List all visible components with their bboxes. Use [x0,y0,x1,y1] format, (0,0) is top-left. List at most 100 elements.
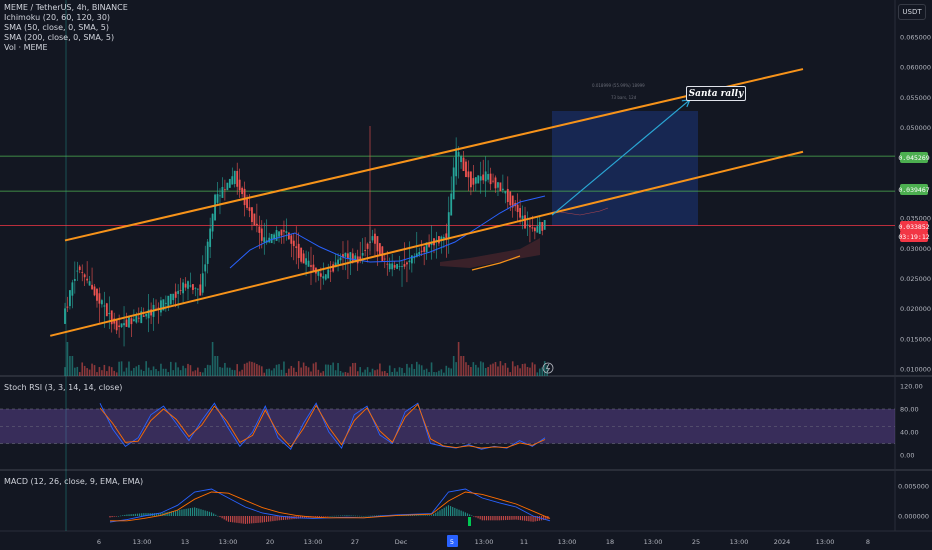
candle-body [329,270,332,272]
macd-histogram-bar [418,515,420,516]
candle-body [440,236,443,241]
macd-histogram-bar [272,516,274,522]
volume-bar [273,368,275,376]
lightning-icon[interactable] [542,362,554,374]
macd-histogram-bar [219,516,221,518]
volume-bar [384,371,386,376]
indicator-ichimoku[interactable]: Ichimoku (20, 60, 120, 30) [4,13,111,22]
macd-histogram-bar [339,515,342,517]
volume-bar [315,362,317,376]
stoch-rsi-title[interactable]: Stoch RSI (3, 3, 14, 14, close) [4,383,123,392]
volume-bar [379,363,381,376]
macd-histogram-bar [318,516,321,517]
volume-bar [349,366,352,376]
volume-bar [106,371,108,376]
macd-histogram-bar [433,514,435,516]
indicator-volume[interactable]: Vol · MEME [4,43,48,52]
candle-body [86,278,89,281]
volume-bar [182,365,184,376]
macd-histogram-bar [139,513,141,516]
volume-bar [543,361,546,376]
volume-bar [428,372,430,376]
macd-title[interactable]: MACD (12, 26, close, 9, EMA, EMA) [4,477,144,486]
volume-bar [81,362,84,376]
candle-body [142,315,145,317]
candle-body [344,252,347,257]
candle-body [349,252,352,262]
volume-bar [401,368,403,376]
macd-histogram-bar [359,515,361,517]
macd-histogram-bar [437,511,439,516]
macd-histogram-bar [479,516,481,520]
projection-arrow [551,99,691,216]
volume-bar [445,365,448,376]
volume-bar [248,361,251,376]
macd-histogram-bar [371,515,373,517]
candle-body [236,170,239,187]
volume-bar [536,372,539,376]
macd-histogram-bar [411,515,414,516]
macd-histogram-bar [477,516,479,519]
macd-histogram-bar [420,515,422,516]
volume-bar [487,367,489,376]
macd-histogram-bar [460,510,462,516]
volume-bar [529,367,531,376]
santa-rally-label[interactable]: Santa rally [686,86,746,101]
macd-histogram-bar [234,516,236,523]
volume-bar [440,369,443,376]
volume-bar [120,361,123,376]
macd-histogram-bar [416,515,418,516]
volume-bar [320,372,322,376]
macd-histogram-bar [405,515,407,516]
price-tick-label: 0.030000 [900,245,931,253]
macd-histogram-bar [289,516,291,520]
candle-body [76,270,79,272]
symbol-label[interactable]: MEME / TetherUS, 4h, BINANCE [4,3,128,12]
volume-bar [103,364,106,376]
candle-body [516,204,519,212]
volume-bar [167,372,170,376]
candle-body [179,290,182,291]
volume-bar [386,372,389,376]
macd-histogram-bar [348,515,350,516]
volume-bar [361,372,364,376]
indicator-sma50[interactable]: SMA (50, close, 0, SMA, 5) [4,23,109,32]
candle-body [324,274,327,280]
macd-histogram-bar [210,512,213,516]
volume-bar [509,372,512,376]
macd-histogram-bar [507,516,509,520]
candle-body [374,233,376,244]
volume-bar [342,372,344,376]
volume-bar [482,362,484,376]
volume-bar [243,363,246,376]
candle-body [470,171,472,188]
candle-body [164,302,167,304]
candle-body [317,269,320,276]
candle-body [327,269,330,279]
candle-body [125,319,128,327]
currency-button[interactable]: USDT [898,4,926,20]
candle-body [292,240,295,247]
volume-bar [265,369,268,376]
macd-histogram-bar [265,516,268,522]
macd-histogram-bar [274,516,276,521]
candle-body [415,253,418,258]
indicator-sma200[interactable]: SMA (200, close, 0, SMA, 5) [4,33,115,42]
volume-bar [135,366,138,376]
time-tick-label: 13:00 [816,538,835,546]
candle-body [172,293,175,301]
macd-histogram-bar [312,516,314,518]
volume-bar [470,367,472,376]
volume-bar [290,365,293,376]
volume-bar [74,367,76,376]
macd-histogram-bar [538,516,541,521]
candle-body [531,227,534,229]
volume-bar [98,367,101,376]
macd-histogram-bar [126,514,128,516]
candle-body [182,282,184,294]
volume-bar [352,363,354,376]
time-tick-label: 13 [181,538,189,546]
candle-body [194,287,197,289]
macd-histogram-bar [511,516,513,520]
